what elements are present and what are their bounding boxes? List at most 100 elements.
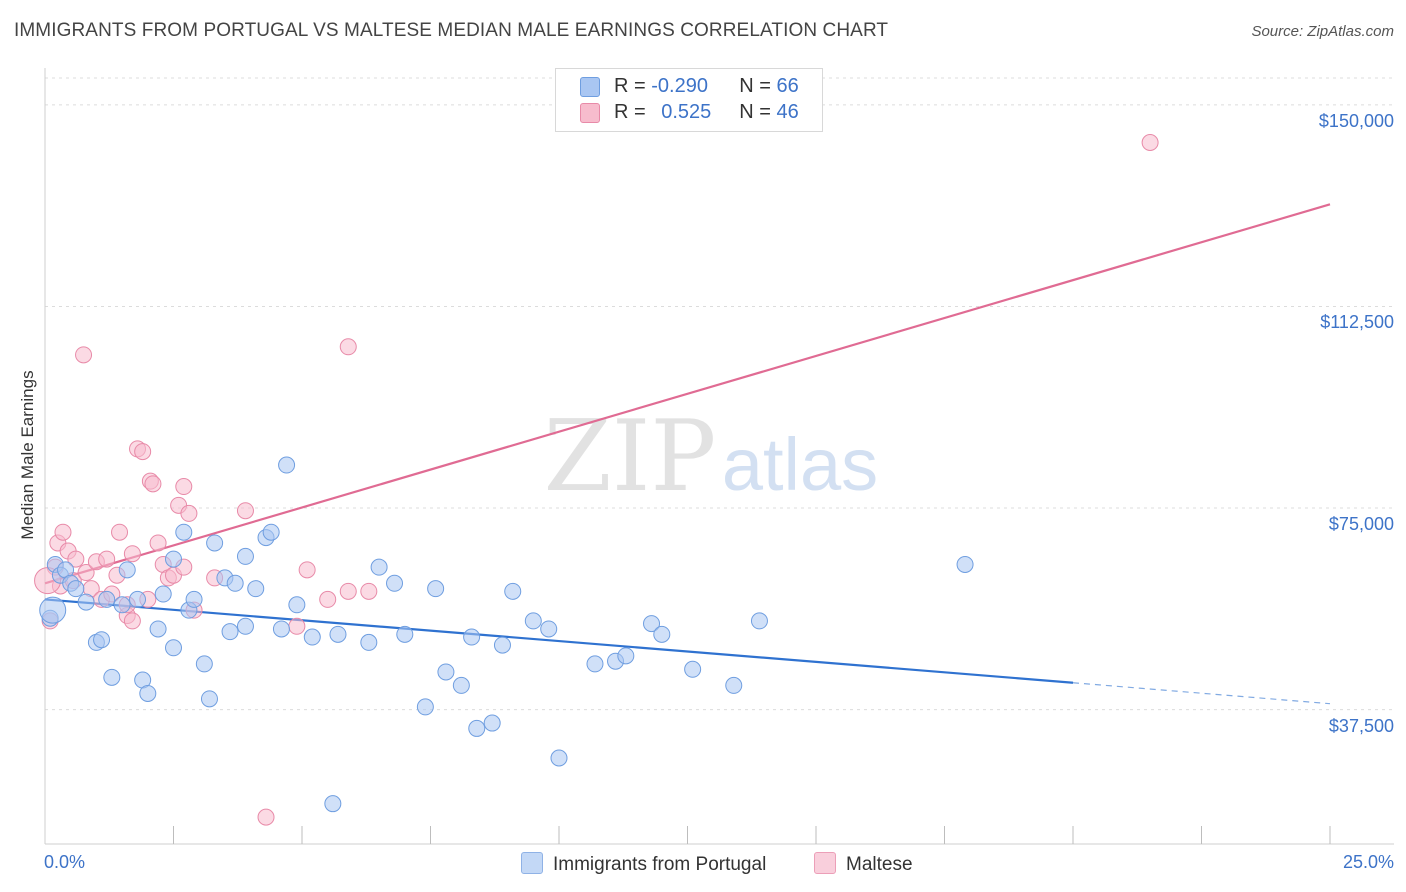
trend-lines <box>44 203 1331 705</box>
point-portugal <box>468 719 486 737</box>
n-value: 66 <box>776 75 799 97</box>
point-portugal <box>643 615 661 633</box>
point-maltese <box>123 612 141 630</box>
point-portugal <box>750 612 768 630</box>
point-maltese <box>236 502 254 520</box>
point-portugal <box>684 660 702 678</box>
point-maltese <box>54 523 72 541</box>
legend-swatch-portugal <box>580 76 600 97</box>
point-portugal <box>416 698 434 716</box>
x-tick-min: 0.0% <box>44 852 86 872</box>
point-portugal <box>98 590 116 608</box>
point-maltese <box>319 590 337 608</box>
legend-item-maltese[interactable]: Maltese <box>814 852 913 876</box>
point-portugal <box>262 523 280 541</box>
legend-swatch <box>521 852 543 874</box>
point-maltese <box>75 346 93 364</box>
point-portugal <box>463 628 481 646</box>
point-portugal <box>324 795 342 813</box>
point-portugal <box>396 625 414 643</box>
point-maltese <box>1141 134 1159 152</box>
trend-line-extension-0 <box>1072 682 1331 705</box>
point-portugal <box>226 574 244 592</box>
legend-label: Maltese <box>846 854 913 875</box>
stats-row-portugal: R = -0.290 N = 66 <box>580 75 799 101</box>
point-portugal <box>195 655 213 673</box>
point-portugal <box>725 676 743 694</box>
point-portugal <box>427 580 445 598</box>
trend-line-1 <box>44 203 1331 585</box>
point-maltese <box>98 550 116 568</box>
point-portugal <box>206 534 224 552</box>
y-tick-label: $150,000 <box>1318 110 1394 131</box>
legend-label: Immigrants from Portugal <box>553 854 767 875</box>
point-portugal <box>247 580 265 598</box>
point-maltese <box>175 478 193 496</box>
r-label: R = <box>614 101 646 123</box>
point-portugal <box>524 612 542 630</box>
chart-title: IMMIGRANTS FROM PORTUGAL VS MALTESE MEDI… <box>14 20 889 41</box>
legend-swatch <box>814 852 836 874</box>
point-maltese <box>339 338 357 356</box>
stats-row-maltese: R = 0.525 N = 46 <box>580 101 799 127</box>
source-label: Source: ZipAtlas.com <box>1251 23 1394 40</box>
watermark-atlas: atlas <box>722 423 878 506</box>
legend-swatch-maltese <box>580 102 600 123</box>
point-portugal <box>493 636 511 654</box>
r-label: R = <box>614 75 646 97</box>
point-maltese <box>144 475 162 493</box>
point-portugal <box>504 582 522 600</box>
point-portugal <box>483 714 501 732</box>
n-label: N = <box>739 75 771 97</box>
point-maltese <box>360 582 378 600</box>
point-portugal <box>586 655 604 673</box>
legend-item-portugal[interactable]: Immigrants from Portugal <box>521 852 766 876</box>
point-portugal <box>540 620 558 638</box>
data-points <box>34 134 1159 826</box>
point-portugal <box>200 690 218 708</box>
point-portugal <box>956 555 974 573</box>
point-maltese <box>180 504 198 522</box>
point-portugal <box>103 668 121 686</box>
r-value: 0.525 <box>661 101 712 123</box>
point-portugal <box>236 547 254 565</box>
n-value: 46 <box>776 101 799 123</box>
n-label: N = <box>739 101 771 123</box>
y-tick-label: $37,500 <box>1328 715 1394 736</box>
stats-legend: R = -0.290 N = 66 R = 0.525 N = 46 <box>555 68 823 132</box>
point-portugal <box>386 574 404 592</box>
point-maltese <box>149 534 167 552</box>
point-portugal <box>39 596 67 624</box>
point-portugal <box>113 596 131 614</box>
point-portugal <box>550 749 568 767</box>
y-tick-label: $75,000 <box>1328 514 1394 535</box>
point-maltese <box>111 523 129 541</box>
watermark-zip: ZIP <box>544 400 717 514</box>
point-portugal <box>437 663 455 681</box>
point-portugal <box>370 558 388 576</box>
point-portugal <box>653 625 671 643</box>
y-tick-label: $112,500 <box>1320 312 1394 333</box>
r-value: -0.290 <box>651 75 708 97</box>
point-portugal <box>77 593 95 611</box>
point-portugal <box>329 625 347 643</box>
point-maltese <box>339 582 357 600</box>
point-portugal <box>129 590 147 608</box>
axes <box>44 68 1394 845</box>
point-portugal <box>149 620 167 638</box>
point-portugal <box>360 633 378 651</box>
point-maltese <box>288 617 306 635</box>
point-portugal <box>93 631 111 649</box>
point-portugal <box>452 676 470 694</box>
point-portugal <box>175 523 193 541</box>
point-portugal <box>303 628 321 646</box>
point-maltese <box>67 550 85 568</box>
watermark: ZIP atlas <box>544 400 879 514</box>
point-portugal <box>185 590 203 608</box>
point-portugal <box>165 639 182 657</box>
point-maltese <box>298 561 316 579</box>
point-portugal <box>67 580 85 598</box>
point-portugal <box>154 585 172 603</box>
trend-line-0 <box>44 598 1074 684</box>
